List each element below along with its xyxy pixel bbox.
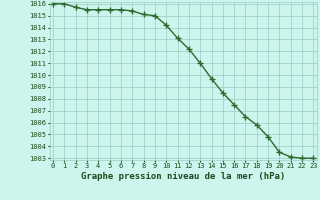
X-axis label: Graphe pression niveau de la mer (hPa): Graphe pression niveau de la mer (hPa) [81,172,285,181]
